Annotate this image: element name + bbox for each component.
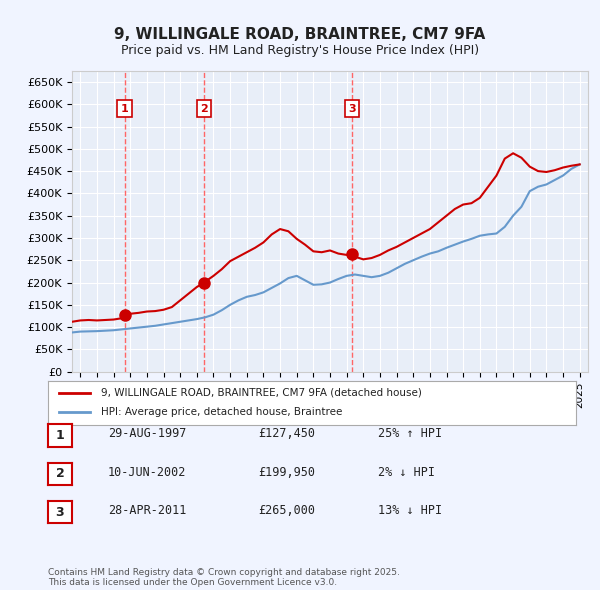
Text: 25% ↑ HPI: 25% ↑ HPI (378, 427, 442, 440)
Text: Contains HM Land Registry data © Crown copyright and database right 2025.
This d: Contains HM Land Registry data © Crown c… (48, 568, 400, 587)
Text: 13% ↓ HPI: 13% ↓ HPI (378, 504, 442, 517)
Text: 3: 3 (56, 506, 64, 519)
Text: Price paid vs. HM Land Registry's House Price Index (HPI): Price paid vs. HM Land Registry's House … (121, 44, 479, 57)
Text: 9, WILLINGALE ROAD, BRAINTREE, CM7 9FA (detached house): 9, WILLINGALE ROAD, BRAINTREE, CM7 9FA (… (101, 388, 422, 398)
Text: 29-AUG-1997: 29-AUG-1997 (108, 427, 187, 440)
Text: £265,000: £265,000 (258, 504, 315, 517)
Text: 1: 1 (121, 104, 128, 114)
Text: 10-JUN-2002: 10-JUN-2002 (108, 466, 187, 478)
Text: 9, WILLINGALE ROAD, BRAINTREE, CM7 9FA: 9, WILLINGALE ROAD, BRAINTREE, CM7 9FA (115, 27, 485, 41)
Text: £127,450: £127,450 (258, 427, 315, 440)
Text: 2: 2 (200, 104, 208, 114)
Text: 1: 1 (56, 429, 64, 442)
Text: 3: 3 (348, 104, 356, 114)
Text: 2% ↓ HPI: 2% ↓ HPI (378, 466, 435, 478)
Text: 2: 2 (56, 467, 64, 480)
Text: HPI: Average price, detached house, Braintree: HPI: Average price, detached house, Brai… (101, 408, 342, 417)
Text: £199,950: £199,950 (258, 466, 315, 478)
Text: 28-APR-2011: 28-APR-2011 (108, 504, 187, 517)
